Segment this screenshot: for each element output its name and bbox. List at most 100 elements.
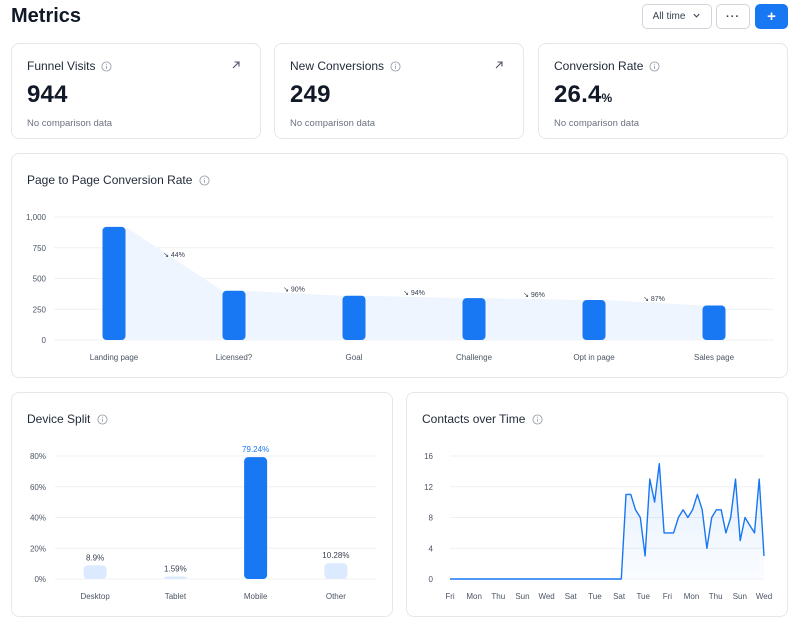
y-tick-label: 16 bbox=[424, 452, 433, 461]
y-tick-label: 40% bbox=[30, 514, 46, 523]
x-tick-label: Wed bbox=[756, 592, 772, 601]
page-header: Metrics All time ··· + bbox=[0, 0, 800, 34]
kpi-card-funnel-visits: Funnel Visits 944 No comparison data bbox=[11, 43, 261, 139]
y-tick-label: 0 bbox=[429, 575, 434, 584]
card-title: Contacts over Time bbox=[422, 412, 526, 426]
kpi-card-new-conversions: New Conversions 249 No comparison data bbox=[274, 43, 524, 139]
x-tick-label: Sales page bbox=[694, 353, 735, 362]
y-tick-label: 8 bbox=[429, 514, 434, 523]
x-tick-label: Tue bbox=[588, 592, 602, 601]
bar bbox=[244, 457, 268, 579]
more-options-button[interactable]: ··· bbox=[716, 4, 750, 29]
device-split-chart: 80% 60% 40% 20% 0% 8.9% Desktop 1.59% Tablet 79.2… bbox=[30, 445, 376, 601]
date-range-label: All time bbox=[652, 11, 686, 22]
external-link-arrow-icon[interactable] bbox=[230, 59, 242, 71]
step-conversion-label: ↘ 44% bbox=[163, 252, 185, 259]
step-conversion-label: ↘ 87% bbox=[643, 296, 665, 303]
chevron-down-icon bbox=[692, 11, 701, 23]
x-tick-label: Wed bbox=[538, 592, 554, 601]
kpi-title: New Conversions bbox=[290, 59, 385, 73]
funnel-dropoff-area bbox=[125, 226, 726, 340]
add-button[interactable]: + bbox=[755, 4, 788, 29]
kpi-title: Conversion Rate bbox=[554, 59, 644, 73]
x-tick-label: Mon bbox=[466, 592, 482, 601]
card-title: Page to Page Conversion Rate bbox=[27, 173, 193, 187]
kpi-comparison: No comparison data bbox=[554, 118, 640, 129]
info-icon[interactable] bbox=[101, 60, 113, 72]
card-title: Device Split bbox=[27, 412, 91, 426]
x-tick-label: Desktop bbox=[80, 592, 110, 601]
x-tick-label: Thu bbox=[491, 592, 505, 601]
y-tick-label: 0 bbox=[42, 336, 47, 345]
x-tick-label: Sun bbox=[515, 592, 529, 601]
y-tick-label: 500 bbox=[33, 275, 47, 284]
bar bbox=[163, 576, 187, 579]
x-tick-label: Licensed? bbox=[216, 353, 253, 362]
x-tick-label: Sun bbox=[733, 592, 747, 601]
x-tick-label: Sat bbox=[565, 592, 578, 601]
step-conversion-label: ↘ 96% bbox=[523, 292, 545, 299]
kpi-card-conversion-rate: Conversion Rate 26.4% No comparison data bbox=[538, 43, 788, 139]
y-tick-label: 4 bbox=[429, 544, 434, 553]
x-tick-label: Sat bbox=[613, 592, 626, 601]
x-tick-label: Fri bbox=[445, 592, 455, 601]
plus-icon: + bbox=[767, 8, 776, 25]
more-icon: ··· bbox=[726, 10, 740, 23]
bar bbox=[342, 295, 366, 340]
y-tick-label: 250 bbox=[33, 305, 47, 314]
series-line bbox=[450, 463, 765, 580]
series-area bbox=[450, 463, 764, 579]
info-icon[interactable] bbox=[199, 174, 210, 186]
x-tick-label: Tue bbox=[636, 592, 650, 601]
contacts-over-time-card: Contacts over Time 16 12 8 4 0 Fri Mon Thu Sun We… bbox=[406, 392, 788, 617]
kpi-unit: % bbox=[601, 91, 613, 105]
info-icon[interactable] bbox=[649, 60, 660, 72]
x-tick-label: Fri bbox=[663, 592, 673, 601]
kpi-value: 249 bbox=[290, 81, 331, 108]
value-label: 79.24% bbox=[242, 445, 269, 454]
funnel-chart: 1,000 750 500 250 0 Landing page Licensed? Goal… bbox=[26, 213, 774, 362]
x-tick-label: Mon bbox=[684, 592, 700, 601]
value-label: 10.28% bbox=[322, 551, 349, 560]
bar bbox=[102, 226, 126, 340]
x-tick-label: Mobile bbox=[244, 592, 268, 601]
info-icon[interactable] bbox=[532, 413, 543, 425]
value-label: 8.9% bbox=[86, 553, 104, 562]
y-tick-label: 0% bbox=[34, 575, 46, 584]
kpi-value: 26.4 bbox=[554, 81, 602, 108]
x-tick-label: Thu bbox=[709, 592, 723, 601]
x-tick-label: Landing page bbox=[90, 353, 139, 362]
bar bbox=[582, 300, 606, 340]
date-range-select[interactable]: All time bbox=[642, 4, 712, 29]
y-tick-label: 12 bbox=[424, 483, 433, 492]
y-tick-label: 750 bbox=[33, 244, 47, 253]
step-conversion-label: ↘ 94% bbox=[403, 290, 425, 297]
bar bbox=[83, 565, 107, 579]
kpi-comparison: No comparison data bbox=[27, 118, 113, 129]
x-tick-label: Opt in page bbox=[573, 353, 615, 362]
kpi-value: 944 bbox=[27, 81, 68, 108]
value-label: 1.59% bbox=[164, 565, 187, 574]
x-tick-label: Other bbox=[326, 592, 346, 601]
x-tick-label: Challenge bbox=[456, 353, 493, 362]
bar bbox=[702, 305, 726, 340]
page-title: Metrics bbox=[11, 5, 82, 27]
bar bbox=[222, 290, 246, 340]
bar bbox=[324, 563, 348, 579]
contacts-line-chart: 16 12 8 4 0 Fri Mon Thu Sun Wed Sat Tue Sat Tue Fri Mon… bbox=[424, 452, 772, 601]
kpi-comparison: No comparison data bbox=[290, 118, 376, 129]
device-split-card: Device Split 80% 60% 40% 20% 0% 8.9% Desktop 1.… bbox=[11, 392, 393, 617]
x-tick-label: Goal bbox=[346, 353, 363, 362]
y-tick-label: 20% bbox=[30, 544, 46, 553]
external-link-arrow-icon[interactable] bbox=[493, 59, 505, 71]
bar bbox=[462, 298, 486, 340]
y-tick-label: 80% bbox=[30, 452, 46, 461]
y-tick-label: 1,000 bbox=[26, 213, 47, 222]
y-tick-label: 60% bbox=[30, 483, 46, 492]
kpi-title: Funnel Visits bbox=[27, 59, 96, 73]
info-icon[interactable] bbox=[97, 413, 108, 425]
step-conversion-label: ↘ 90% bbox=[283, 286, 305, 293]
x-tick-label: Tablet bbox=[165, 592, 187, 601]
info-icon[interactable] bbox=[390, 60, 401, 72]
funnel-chart-card: Page to Page Conversion Rate 1,000 750 500… bbox=[11, 153, 788, 378]
